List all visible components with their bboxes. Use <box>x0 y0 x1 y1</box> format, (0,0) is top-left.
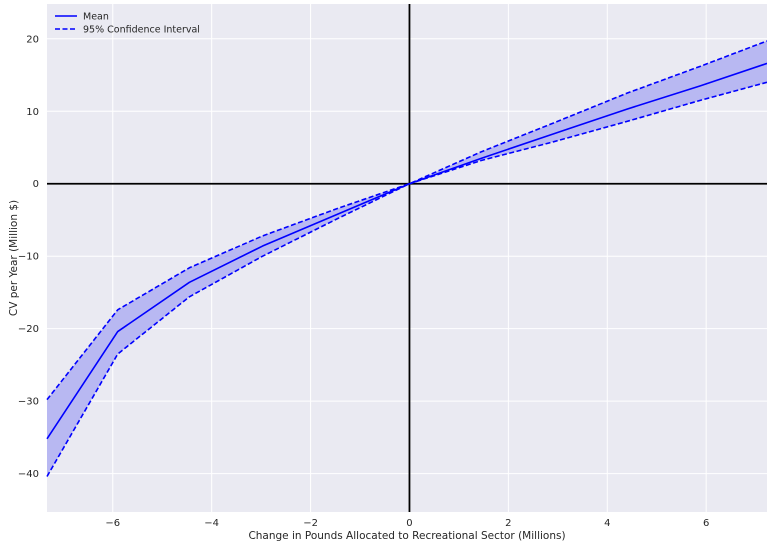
x-tick-label: −2 <box>303 518 318 529</box>
y-tick-label: 20 <box>26 34 39 45</box>
x-tick-label: −6 <box>105 518 120 529</box>
y-tick-label: −10 <box>18 252 39 263</box>
y-tick-label: 0 <box>33 179 39 190</box>
confidence-band-area <box>47 40 767 477</box>
y-tick-label: −20 <box>18 324 39 335</box>
legend-ci-label: 95% Confidence Interval <box>83 25 200 36</box>
x-tick-label: −4 <box>204 518 219 529</box>
legend: Mean 95% Confidence Interval <box>55 12 200 36</box>
x-axis-label: Change in Pounds Allocated to Recreation… <box>248 530 565 542</box>
x-tick-label: 4 <box>604 518 610 529</box>
x-tick-label: 6 <box>703 518 709 529</box>
confidence-band <box>47 40 767 477</box>
y-tick-label: −30 <box>18 397 39 408</box>
ci-lower-line <box>46 81 767 477</box>
y-tick-label: 10 <box>26 107 39 118</box>
y-tick-label: −40 <box>18 469 39 480</box>
x-tick-label: 2 <box>505 518 511 529</box>
plot-background <box>47 4 767 512</box>
zero-lines <box>47 4 767 512</box>
ci-upper-line <box>46 40 767 401</box>
y-axis-label: CV per Year (Million $) <box>8 200 20 316</box>
series-lines <box>46 40 767 477</box>
legend-mean-label: Mean <box>83 12 109 23</box>
x-tick-label: 0 <box>406 518 412 529</box>
